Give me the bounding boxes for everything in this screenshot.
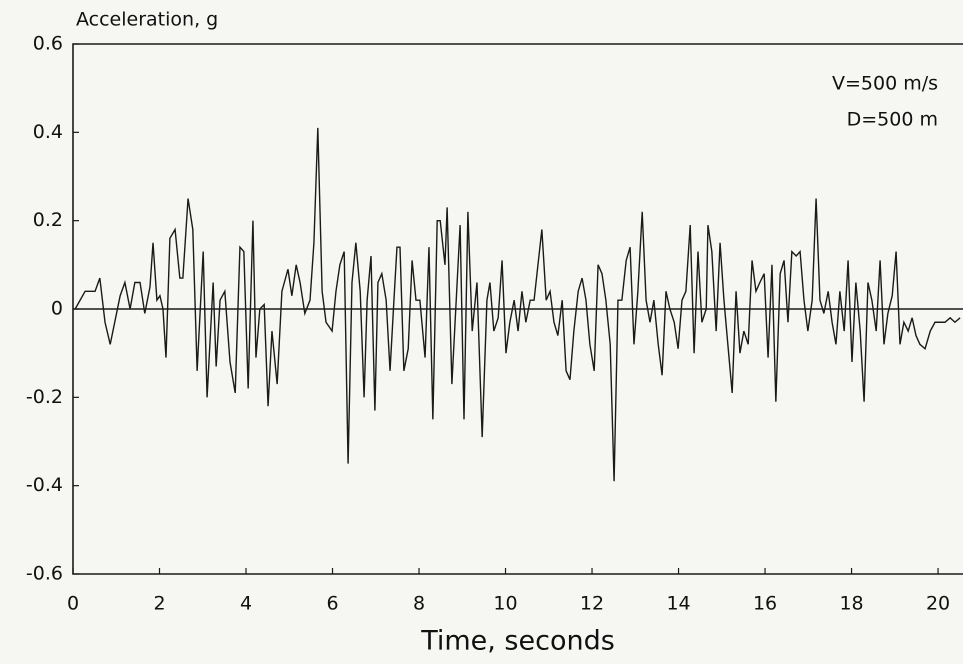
data-line [74, 127, 961, 482]
x-tick-label: 16 [753, 593, 777, 615]
annotation: V=500 m/s [832, 73, 938, 95]
annotation: D=500 m [847, 109, 938, 131]
y-tick-label: -0.4 [26, 474, 63, 496]
x-tick-label: 0 [67, 593, 79, 615]
y-tick-label: 0.6 [33, 33, 63, 55]
x-tick-label: 20 [926, 593, 950, 615]
y-tick-label: 0.4 [33, 121, 63, 143]
x-axis-title: Time, seconds [420, 626, 615, 657]
x-tick-label: 14 [666, 593, 690, 615]
x-tick-label: 10 [493, 593, 517, 615]
y-axis-title: Acceleration, g [76, 9, 218, 31]
y-tick-label: 0.2 [33, 209, 63, 231]
y-tick-label: -0.6 [26, 563, 63, 585]
x-tick-label: 2 [153, 593, 165, 615]
x-tick-label: 18 [839, 593, 863, 615]
x-tick-label: 12 [580, 593, 604, 615]
x-tick-label: 6 [326, 593, 338, 615]
y-tick-label: -0.2 [26, 386, 63, 408]
x-tick-label: 8 [413, 593, 425, 615]
x-tick-label: 4 [240, 593, 252, 615]
y-tick-label: 0 [51, 298, 63, 320]
